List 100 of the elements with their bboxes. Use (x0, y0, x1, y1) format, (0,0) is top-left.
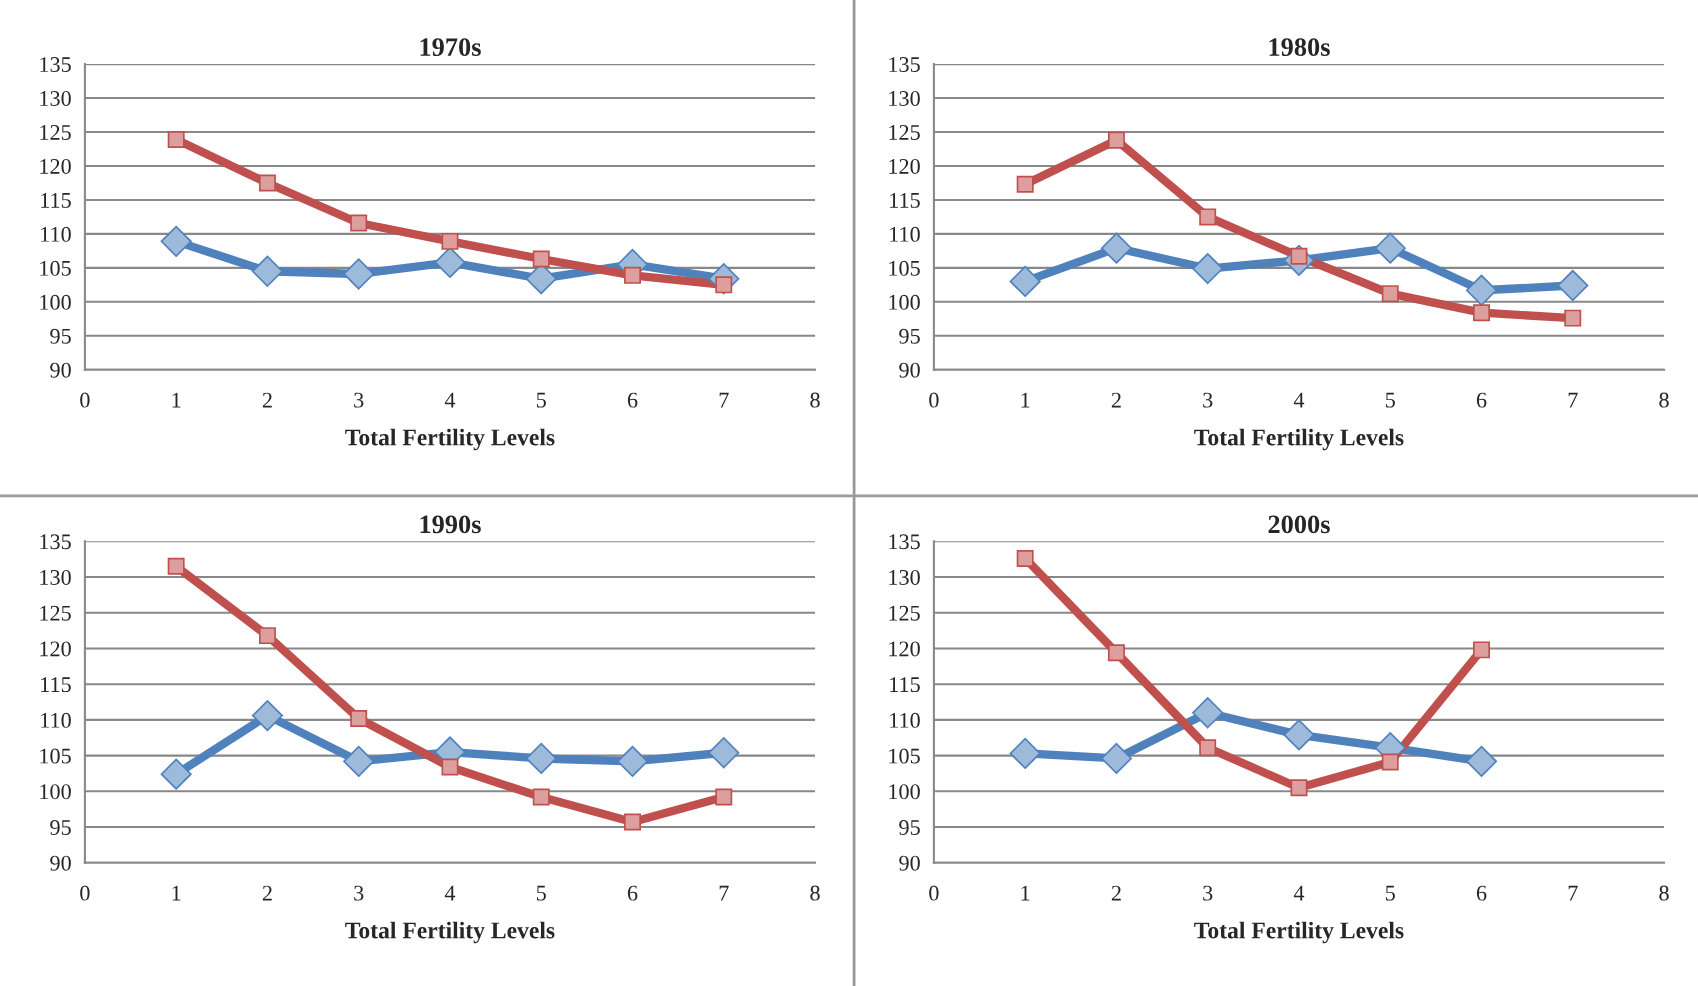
point (1290, 779, 1308, 797)
y-tick-label: 100 (889, 784, 920, 800)
x-tick-label: 4 (1293, 392, 1305, 408)
point (258, 174, 276, 192)
y-tick-label: 105 (40, 748, 71, 764)
y-tick-label: 120 (889, 641, 920, 657)
y-tick-label: 90 (899, 362, 920, 378)
y-tick-label: 95 (50, 328, 71, 344)
y-tick-label: 120 (40, 158, 71, 174)
point (1100, 232, 1133, 264)
point (1374, 232, 1406, 264)
y-tick-label: 95 (899, 820, 920, 835)
point (1564, 309, 1582, 327)
y-tick-label: 125 (889, 605, 920, 621)
y-tick-label: 110 (890, 226, 920, 242)
point (532, 788, 550, 806)
x-axis-title: Total Fertility Levels (345, 428, 555, 451)
x-tick-label: 8 (1659, 885, 1669, 901)
y-tick-label: 135 (40, 534, 71, 550)
y-tick-label: 105 (40, 260, 71, 276)
x-tick-label: 7 (719, 885, 729, 901)
point (1100, 742, 1133, 775)
point (525, 742, 557, 775)
y-tick-label: 100 (40, 784, 71, 800)
x-tick-label: 5 (1385, 392, 1395, 408)
point (350, 214, 368, 232)
y-tick-label: 125 (40, 125, 71, 140)
y-tick-label: 130 (40, 569, 71, 585)
y-tick-label: 100 (40, 294, 71, 310)
x-tick-label: 5 (536, 392, 546, 408)
point (1381, 285, 1399, 303)
x-tick-label: 0 (80, 885, 90, 901)
y-tick-label: 95 (899, 328, 920, 344)
point (532, 250, 550, 268)
x-tick-label: 6 (1476, 392, 1487, 408)
y-tick-label: 90 (899, 855, 920, 871)
point (441, 232, 459, 250)
x-tick-label: 2 (1111, 392, 1121, 408)
y-tick-label: 115 (41, 677, 71, 693)
point (1107, 644, 1125, 662)
x-tick-label: 2 (262, 392, 272, 408)
y-tick-label: 90 (50, 855, 71, 871)
y-tick-label: 130 (889, 90, 920, 106)
chart-title: 1990s (420, 515, 481, 534)
point (441, 758, 459, 776)
point (160, 225, 192, 257)
y-tick-label: 110 (890, 712, 920, 728)
chart-title: 1980s (1269, 38, 1330, 57)
point (1199, 208, 1217, 226)
y-tick-label: 115 (41, 192, 71, 208)
point (708, 737, 740, 769)
x-tick-label: 2 (1111, 885, 1121, 901)
y-tick-label: 105 (889, 260, 920, 276)
point (1199, 739, 1217, 757)
y-tick-label: 120 (40, 641, 71, 657)
x-tick-label: 4 (1293, 885, 1305, 901)
x-tick-label: 6 (627, 885, 638, 901)
y-tick-label: 95 (50, 820, 71, 835)
y-tick-label: 110 (41, 226, 71, 242)
x-tick-label: 0 (80, 392, 90, 408)
y-tick-label: 135 (889, 57, 920, 73)
x-tick-label: 4 (444, 392, 456, 408)
y-tick-label: 110 (41, 712, 71, 728)
y-tick-label: 135 (40, 57, 71, 73)
y-tick-label: 125 (40, 605, 71, 621)
x-tick-label: 7 (1568, 392, 1578, 408)
x-tick-label: 1 (172, 392, 181, 408)
x-tick-label: 6 (1476, 885, 1487, 901)
y-tick-label: 125 (889, 125, 920, 140)
x-tick-label: 1 (1021, 392, 1030, 408)
point (1192, 252, 1224, 285)
y-tick-label: 135 (889, 534, 920, 550)
x-tick-label: 1 (1021, 885, 1030, 901)
point (1016, 549, 1034, 567)
x-tick-label: 1 (172, 885, 181, 901)
chart-title: 2000s (1268, 515, 1330, 534)
point (350, 709, 368, 727)
x-tick-label: 8 (810, 392, 820, 408)
x-tick-label: 3 (354, 885, 364, 901)
x-axis-title: Total Fertility Levels (1194, 428, 1404, 451)
point (343, 745, 375, 777)
point (1465, 274, 1498, 306)
point (160, 758, 192, 790)
x-tick-label: 0 (929, 885, 939, 901)
y-tick-label: 100 (889, 294, 920, 310)
point (1192, 697, 1224, 729)
x-tick-label: 8 (1659, 392, 1669, 408)
point (251, 700, 284, 732)
point (1381, 753, 1399, 771)
point (343, 258, 375, 290)
point (167, 557, 185, 575)
x-axis-title: Total Fertility Levels (1194, 921, 1404, 944)
point (616, 745, 649, 777)
x-tick-label: 5 (1385, 885, 1395, 901)
point (624, 813, 641, 831)
x-tick-label: 5 (536, 885, 546, 901)
point (1557, 269, 1589, 302)
point (1465, 745, 1498, 777)
x-axis-title: Total Fertility Levels (345, 921, 555, 944)
point (1107, 131, 1125, 149)
